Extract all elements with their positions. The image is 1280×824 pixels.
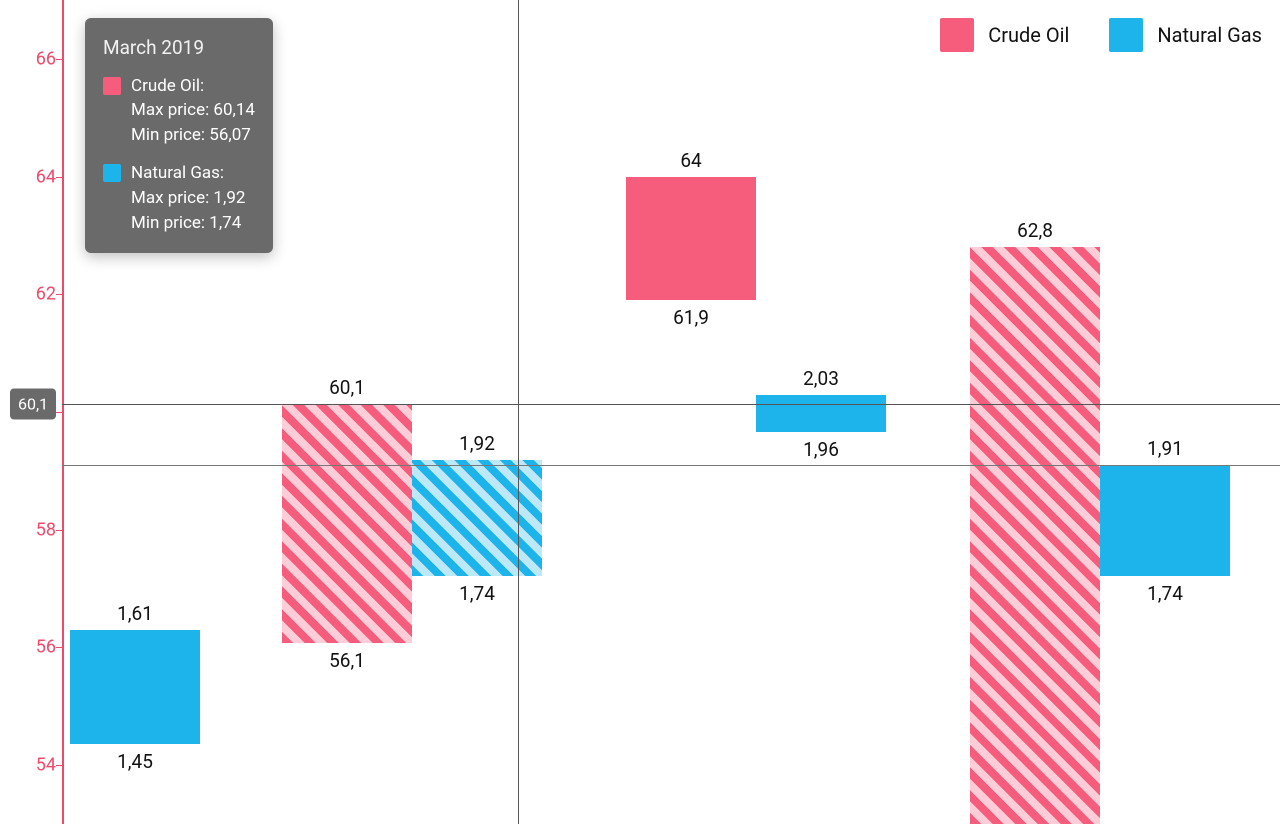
bar-low-label: 56,1 bbox=[329, 649, 365, 672]
tooltip-row-natural-gas: Natural Gas: Max price: 1,92 Min price: … bbox=[103, 161, 255, 235]
y-axis-tick-mark bbox=[56, 412, 62, 413]
y-axis-tick-mark bbox=[56, 647, 62, 648]
legend-item-crude-oil[interactable]: Crude Oil bbox=[940, 18, 1069, 52]
y-axis bbox=[62, 0, 64, 824]
bar-high-label: 1,61 bbox=[117, 602, 153, 625]
tooltip-row-crude-oil: Crude Oil: Max price: 60,14 Min price: 5… bbox=[103, 74, 255, 148]
bar-crude-oil[interactable] bbox=[626, 177, 756, 301]
bar-low-label: 1,74 bbox=[1147, 582, 1183, 605]
legend: Crude Oil Natural Gas bbox=[940, 18, 1262, 52]
crosshair-horizontal-secondary bbox=[62, 465, 1280, 466]
tooltip-text: Crude Oil: Max price: 60,14 Min price: 5… bbox=[131, 74, 255, 148]
tooltip: March 2019 Crude Oil: Max price: 60,14 M… bbox=[85, 18, 273, 253]
tooltip-swatch-natural-gas bbox=[103, 164, 121, 182]
legend-swatch-natural-gas bbox=[1109, 18, 1143, 52]
crosshair-y-value-badge: 60,1 bbox=[10, 388, 56, 419]
bar-high-label: 60,1 bbox=[329, 376, 365, 399]
price-range-chart: 54565860626466 1,611,4560,156,11,921,746… bbox=[0, 0, 1280, 824]
bar-natural-gas[interactable] bbox=[1100, 465, 1230, 576]
bar-low-label: 1,45 bbox=[117, 750, 153, 773]
y-axis-tick-label: 66 bbox=[6, 48, 56, 69]
y-axis-tick-label: 62 bbox=[6, 284, 56, 305]
y-axis-tick-mark bbox=[56, 59, 62, 60]
bar-high-label: 2,03 bbox=[803, 367, 839, 390]
y-axis-tick-mark bbox=[56, 765, 62, 766]
bar-natural-gas[interactable] bbox=[70, 630, 200, 744]
y-axis-tick-mark bbox=[56, 294, 62, 295]
bar-low-label: 61,9 bbox=[673, 306, 709, 329]
crosshair-vertical bbox=[518, 0, 519, 824]
y-axis-tick-mark bbox=[56, 530, 62, 531]
bar-natural-gas[interactable] bbox=[756, 395, 886, 432]
tooltip-title: March 2019 bbox=[103, 34, 255, 62]
crosshair-horizontal-primary bbox=[62, 404, 1280, 405]
bar-low-label: 1,96 bbox=[803, 438, 839, 461]
legend-label: Natural Gas bbox=[1157, 23, 1262, 47]
legend-item-natural-gas[interactable]: Natural Gas bbox=[1109, 18, 1262, 52]
bar-high-label: 1,91 bbox=[1147, 437, 1183, 460]
crosshair-y-value: 60,1 bbox=[18, 394, 48, 413]
legend-swatch-crude-oil bbox=[940, 18, 974, 52]
bar-high-label: 62,8 bbox=[1017, 219, 1053, 242]
y-axis-tick-label: 56 bbox=[6, 637, 56, 658]
y-axis-tick-mark bbox=[56, 177, 62, 178]
bar-crude-oil[interactable] bbox=[970, 247, 1100, 824]
legend-label: Crude Oil bbox=[988, 23, 1069, 47]
tooltip-text: Natural Gas: Max price: 1,92 Min price: … bbox=[131, 161, 245, 235]
y-axis-tick-label: 58 bbox=[6, 519, 56, 540]
tooltip-swatch-crude-oil bbox=[103, 77, 121, 95]
bar-low-label: 1,74 bbox=[459, 582, 495, 605]
bar-natural-gas[interactable] bbox=[412, 460, 542, 576]
bar-high-label: 1,92 bbox=[459, 432, 495, 455]
bar-crude-oil[interactable] bbox=[282, 404, 412, 644]
bar-high-label: 64 bbox=[680, 149, 701, 172]
y-axis-tick-label: 54 bbox=[6, 755, 56, 776]
y-axis-tick-label: 64 bbox=[6, 166, 56, 187]
